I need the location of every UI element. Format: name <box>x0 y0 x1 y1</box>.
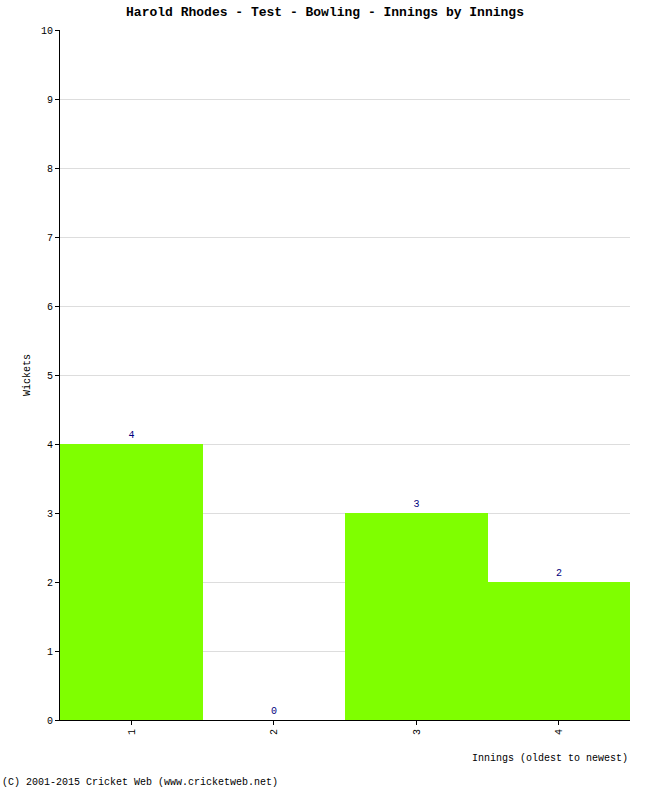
svg-text:9: 9 <box>47 95 53 106</box>
svg-text:7: 7 <box>47 233 53 244</box>
svg-text:6: 6 <box>47 302 53 313</box>
svg-text:3: 3 <box>413 499 419 510</box>
svg-text:4: 4 <box>128 430 134 441</box>
svg-text:1: 1 <box>47 647 53 658</box>
svg-text:2: 2 <box>556 568 562 579</box>
svg-text:3: 3 <box>412 729 423 735</box>
svg-text:Harold Rhodes - Test - Bowling: Harold Rhodes - Test - Bowling - Innings… <box>126 5 524 20</box>
svg-text:Wickets: Wickets <box>22 354 33 396</box>
svg-text:0: 0 <box>47 716 53 727</box>
svg-text:Innings (oldest to newest): Innings (oldest to newest) <box>472 753 628 764</box>
svg-text:4: 4 <box>47 440 53 451</box>
svg-text:2: 2 <box>47 578 53 589</box>
svg-text:10: 10 <box>41 26 53 37</box>
svg-text:2: 2 <box>269 729 280 735</box>
svg-text:(C) 2001-2015 Cricket Web (www: (C) 2001-2015 Cricket Web (www.cricketwe… <box>2 777 278 788</box>
svg-text:1: 1 <box>127 729 138 735</box>
svg-text:3: 3 <box>47 509 53 520</box>
svg-text:4: 4 <box>554 729 565 735</box>
svg-text:5: 5 <box>47 371 53 382</box>
svg-text:8: 8 <box>47 164 53 175</box>
svg-text:0: 0 <box>271 706 277 717</box>
